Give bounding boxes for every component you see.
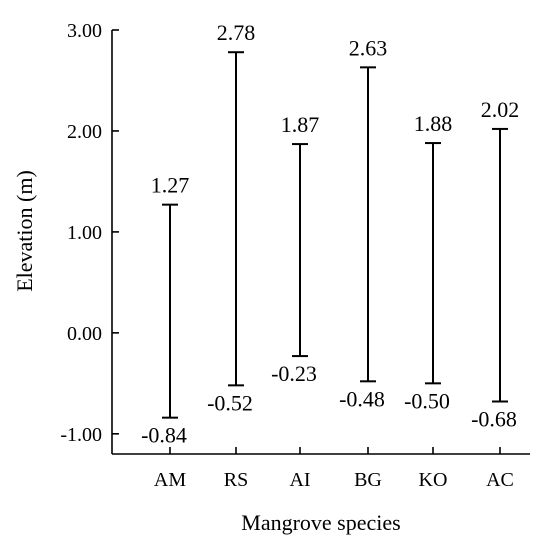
max-value-label: 2.02 xyxy=(481,97,520,122)
x-axis-title: Mangrove species xyxy=(241,510,400,535)
max-value-label: 1.88 xyxy=(414,111,453,136)
min-value-label: -0.48 xyxy=(339,386,385,411)
x-tick-label: AM xyxy=(154,469,186,491)
range-bar-rs: 2.78 -0.52 xyxy=(207,20,255,415)
range-bar-bg: 2.63 -0.48 xyxy=(339,35,387,411)
y-tick-label: -1.00 xyxy=(60,424,102,446)
min-value-label: -0.23 xyxy=(271,361,317,386)
min-value-label: -0.84 xyxy=(141,423,187,448)
range-bar-ai: 1.87 -0.23 xyxy=(271,112,319,386)
x-ticks: AM RS AI BG KO AC xyxy=(154,447,514,491)
y-tick-label: 2.00 xyxy=(67,121,102,143)
max-value-label: 2.63 xyxy=(349,35,388,60)
x-tick-label: AC xyxy=(486,469,514,491)
range-bar-am: 1.27 -0.84 xyxy=(141,173,189,448)
y-tick-label: 3.00 xyxy=(67,20,102,42)
y-tick-label: 0.00 xyxy=(67,323,102,345)
y-axis-title: Elevation (m) xyxy=(12,170,37,292)
y-ticks: -1.00 0.00 1.00 2.00 3.00 xyxy=(60,20,119,446)
min-value-label: -0.52 xyxy=(207,390,253,415)
max-value-label: 1.27 xyxy=(151,173,190,198)
x-tick-label: BG xyxy=(354,469,382,491)
max-value-label: 2.78 xyxy=(217,20,256,45)
max-value-label: 1.87 xyxy=(281,112,320,137)
axes xyxy=(111,30,530,455)
min-value-label: -0.68 xyxy=(471,407,517,432)
x-tick-label: AI xyxy=(289,469,310,491)
y-tick-label: 1.00 xyxy=(67,222,102,244)
range-bar-ko: 1.88 -0.50 xyxy=(404,111,452,413)
x-tick-label: RS xyxy=(224,469,248,491)
x-tick-label: KO xyxy=(419,469,448,491)
range-bar-ac: 2.02 -0.68 xyxy=(471,97,519,432)
min-value-label: -0.50 xyxy=(404,388,450,413)
range-bars: 1.27 -0.84 2.78 -0.52 1.87 -0.23 2.63 -0.48 1.88… xyxy=(141,20,519,447)
